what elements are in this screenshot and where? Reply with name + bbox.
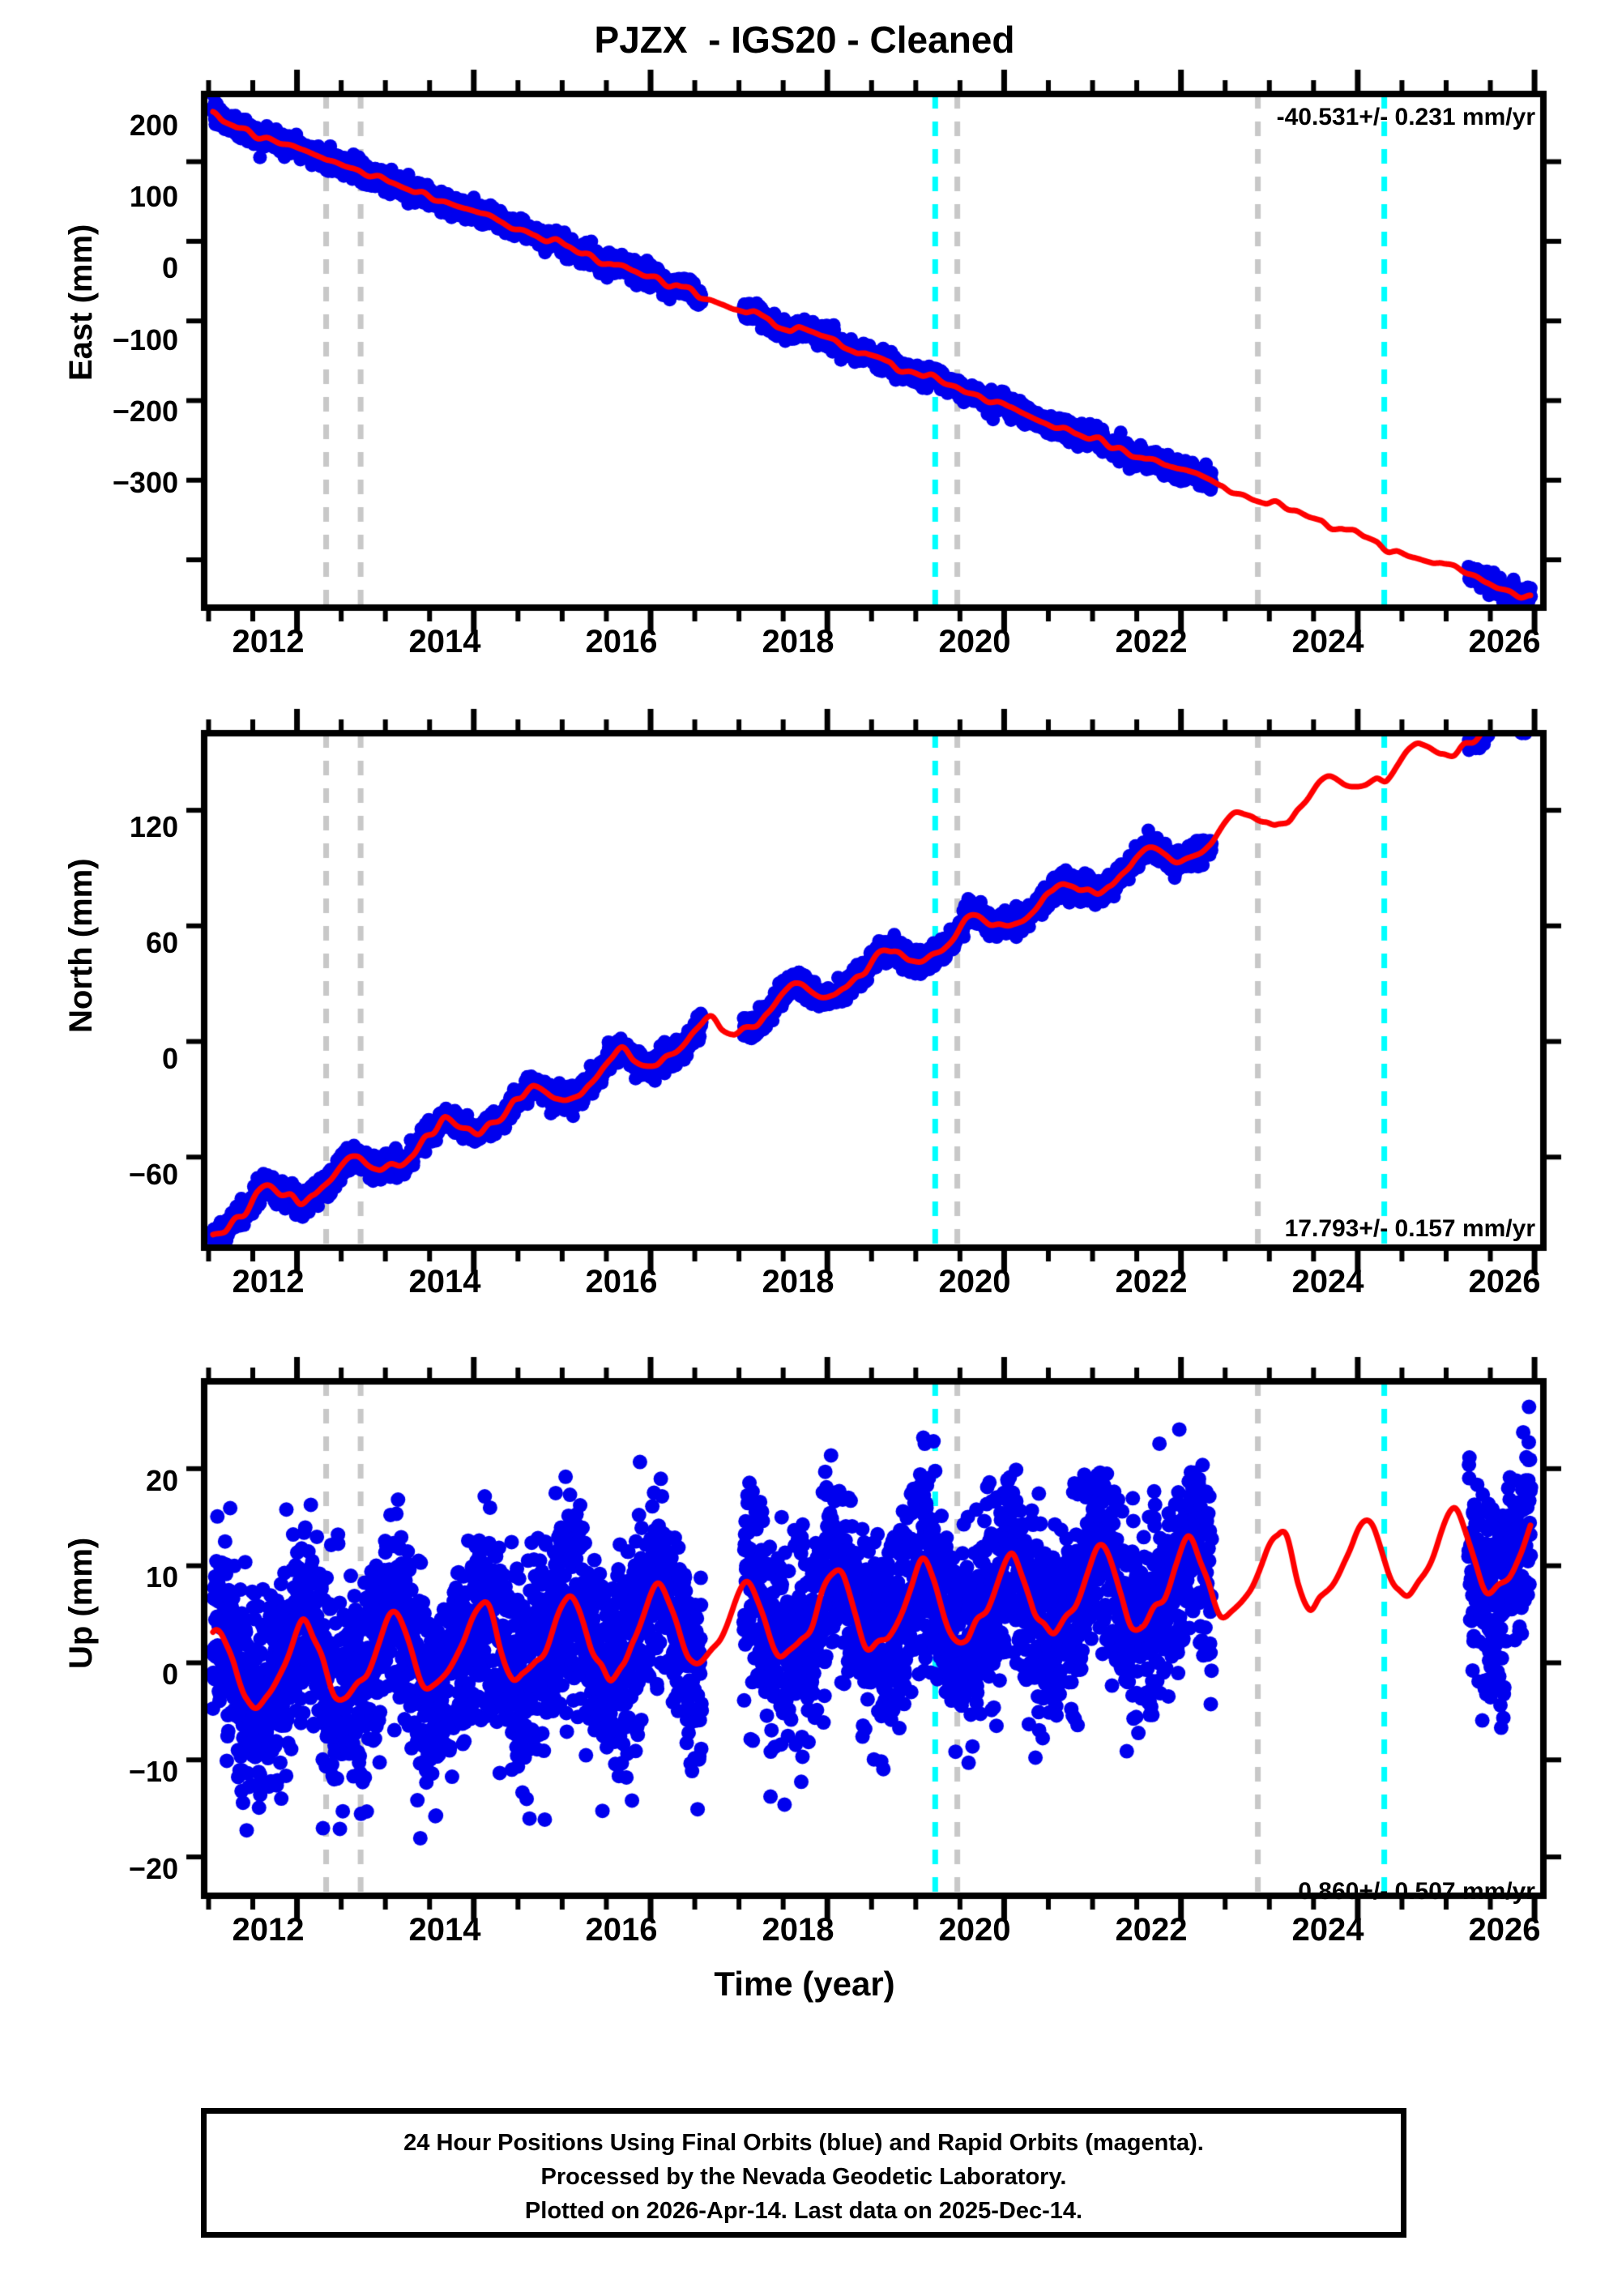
- caption-line-2: Processed by the Nevada Geodetic Laborat…: [540, 2164, 1067, 2190]
- caption-box: 24 Hour Positions Using Final Orbits (bl…: [201, 2108, 1406, 2238]
- caption-line-1: 24 Hour Positions Using Final Orbits (bl…: [403, 2130, 1204, 2156]
- caption-line-3: Plotted on 2026-Apr-14. Last data on 202…: [524, 2198, 1083, 2224]
